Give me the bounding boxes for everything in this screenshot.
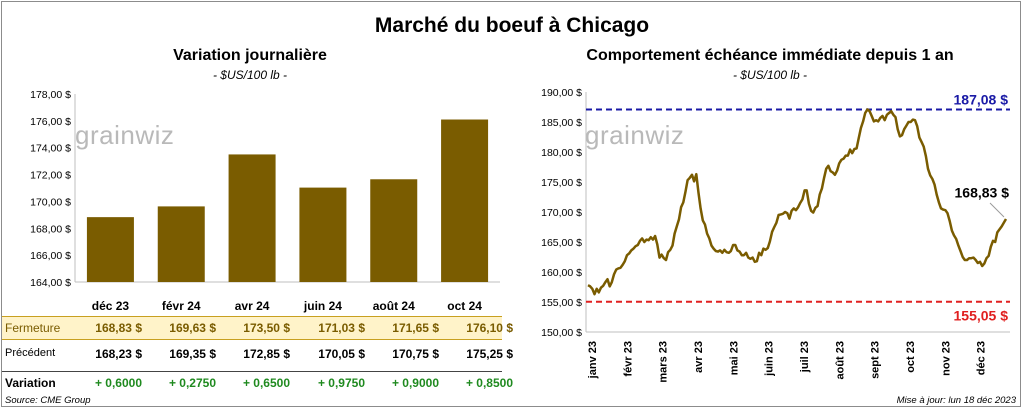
price-series-line (587, 108, 1008, 296)
x-tick-label: janv 23 (587, 341, 599, 379)
x-tick-label: juin 24 (303, 299, 342, 313)
y-tick-label: 174,00 $ (30, 143, 71, 155)
y-tick-label: 172,00 $ (30, 170, 71, 182)
x-tick-label: avr 24 (235, 299, 270, 313)
bar (370, 179, 418, 282)
y-tick-label: 164,00 $ (30, 277, 71, 289)
y-tick-label: 160,00 $ (541, 267, 582, 279)
high-label: 187,08 $ (954, 92, 1009, 108)
y-tick-label: 170,00 $ (541, 207, 582, 219)
page-title: Marché du boeuf à Chicago (374, 14, 650, 37)
variation-cell: + 0,9750 (317, 376, 365, 390)
x-tick-label: févr 23 (622, 341, 634, 376)
bar (86, 217, 134, 282)
line-chart: 150,00 $ 155,00 $ 160,00 $ 165,00 $ 170,00 $… (541, 87, 1010, 383)
bar (157, 206, 205, 282)
left-chart-unit: - $US/100 lb - (212, 68, 288, 82)
variation-cell: + 0,2750 (168, 376, 216, 390)
x-tick-label: févr 24 (162, 299, 201, 313)
x-tick-label: août 24 (373, 299, 415, 313)
close-cell: 176,10 $ (466, 321, 513, 335)
close-cell: 173,50 $ (243, 321, 290, 335)
close-cell: 169,63 $ (169, 321, 216, 335)
variation-cell: + 0,6500 (242, 376, 290, 390)
variation-cell: + 0,6000 (94, 376, 142, 390)
bar (299, 187, 347, 282)
close-cell: 171,65 $ (392, 321, 439, 335)
x-tick-label: juil 23 (799, 341, 811, 373)
source-note: Source: CME Group (5, 395, 91, 406)
y-tick-label: 176,00 $ (30, 116, 71, 128)
y-tick-label: 185,00 $ (541, 117, 582, 129)
x-tick-label: mai 23 (728, 341, 740, 375)
y-tick-label: 175,00 $ (541, 177, 582, 189)
row-label-previous: Précédent (5, 347, 56, 359)
x-tick-label: mars 23 (658, 341, 670, 383)
close-cell: 168,83 $ (95, 321, 142, 335)
variation-cell: + 0,8500 (465, 376, 513, 390)
update-note: Mise à jour: lun 18 déc 2023 (896, 395, 1016, 406)
x-tick-label: oct 24 (447, 299, 482, 313)
y-tick-label: 168,00 $ (30, 223, 71, 235)
x-tick-label: nov 23 (940, 341, 952, 376)
x-tick-label: juin 23 (764, 341, 776, 377)
previous-cell: 169,35 $ (169, 347, 216, 361)
y-tick-label: 170,00 $ (30, 196, 71, 208)
previous-cell: 168,23 $ (95, 347, 142, 361)
table-row-previous: Précédent 168,23 $ 169,35 $ 172,85 $ 170… (2, 343, 513, 365)
x-tick-label: sept 23 (870, 341, 882, 379)
x-tick-label: déc 23 (976, 341, 988, 375)
y-tick-label: 155,00 $ (541, 297, 582, 309)
watermark-right: grainwiz (585, 120, 685, 150)
y-tick-label: 190,00 $ (541, 87, 582, 99)
close-cell: 171,03 $ (318, 321, 365, 335)
previous-cell: 170,75 $ (392, 347, 439, 361)
last-value-label: 168,83 $ (955, 185, 1010, 201)
low-label: 155,05 $ (954, 308, 1009, 324)
bar-chart: 164,00 $ 166,00 $ 168,00 $ 170,00 $ 172,00 $… (30, 89, 500, 313)
left-chart-title: Variation journalière (173, 47, 327, 64)
bar (441, 119, 489, 282)
table-row-variation: Variation + 0,6000 + 0,2750 + 0,6500 + 0… (2, 371, 513, 394)
right-chart-title: Comportement échéance immédiate depuis 1… (586, 47, 954, 64)
y-tick-label: 178,00 $ (30, 89, 71, 101)
y-tick-label: 180,00 $ (541, 147, 582, 159)
y-tick-label: 166,00 $ (30, 250, 71, 262)
x-tick-label: août 23 (834, 341, 846, 380)
x-tick-label: déc 23 (92, 299, 130, 313)
y-tick-label: 150,00 $ (541, 327, 582, 339)
watermark-left: grainwiz (75, 120, 175, 150)
previous-cell: 175,25 $ (466, 347, 513, 361)
x-tick-label: oct 23 (905, 341, 917, 373)
row-label-variation: Variation (5, 376, 56, 390)
y-tick-label: 165,00 $ (541, 237, 582, 249)
x-tick-label: avr 23 (693, 341, 705, 373)
bar (228, 154, 276, 282)
last-value-leader (989, 202, 1005, 218)
table-row-close: Fermeture 168,83 $ 169,63 $ 173,50 $ 171… (2, 316, 513, 340)
previous-cell: 172,85 $ (243, 347, 290, 361)
variation-cell: + 0,9000 (391, 376, 439, 390)
row-label-close: Fermeture (5, 321, 61, 335)
right-chart-unit: - $US/100 lb - (732, 68, 808, 82)
previous-cell: 170,05 $ (318, 347, 365, 361)
